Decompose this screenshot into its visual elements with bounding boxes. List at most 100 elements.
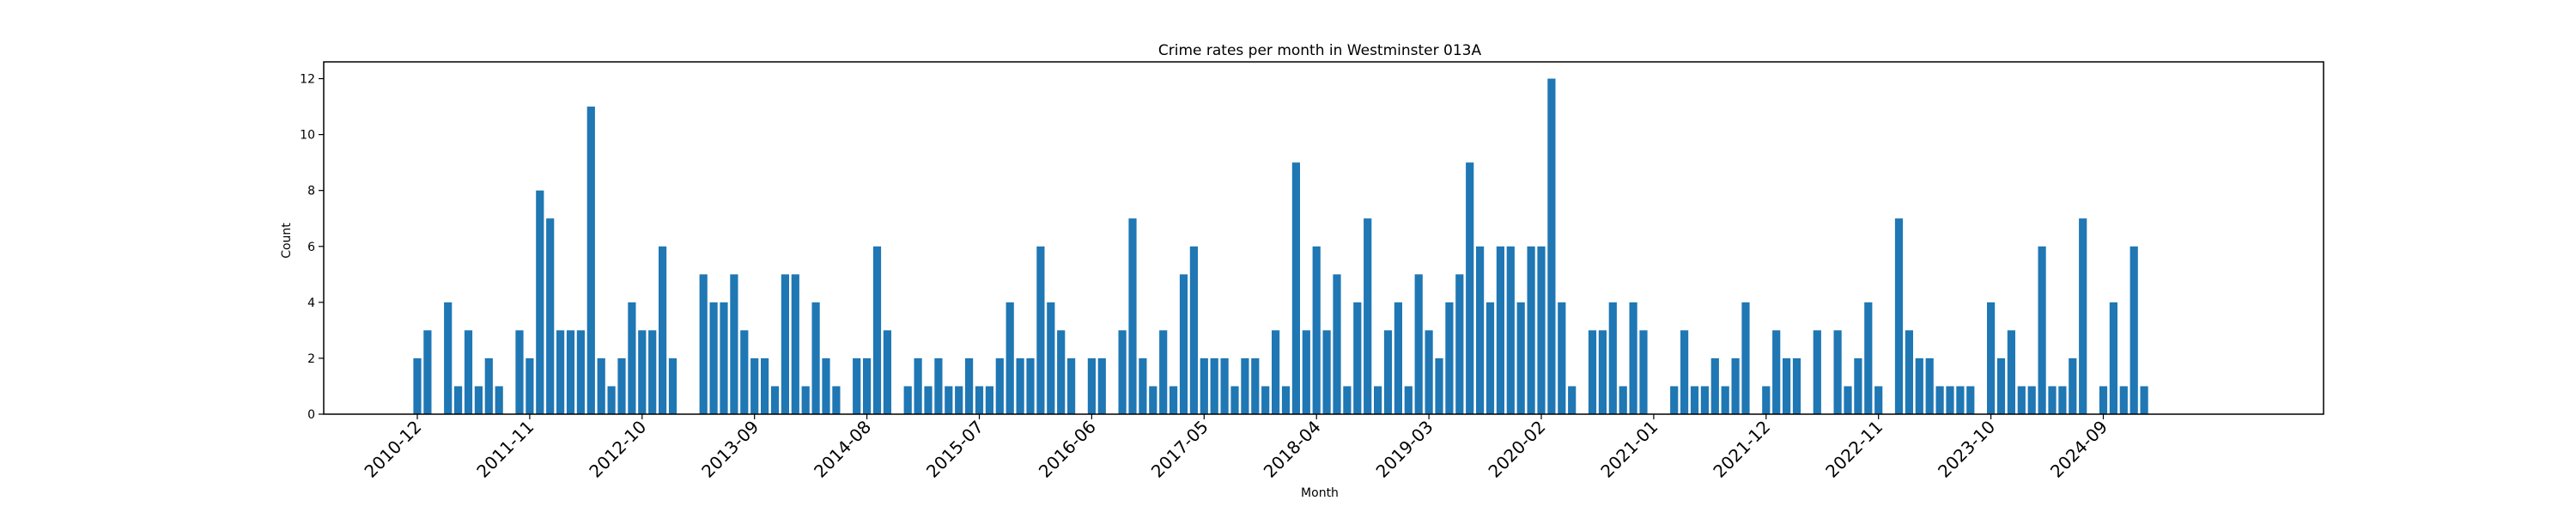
bar	[2058, 386, 2067, 414]
bar	[1005, 302, 1014, 414]
bar	[709, 302, 718, 414]
y-tick-label: 0	[307, 408, 315, 422]
bar	[423, 330, 432, 414]
bar	[761, 357, 769, 414]
bar	[1179, 274, 1188, 414]
bar	[934, 357, 943, 414]
bar	[1118, 330, 1127, 414]
bar	[1690, 386, 1699, 414]
bar	[1200, 357, 1208, 414]
bar	[1996, 357, 2006, 414]
y-axis-label: Count	[280, 223, 294, 259]
bar	[1710, 357, 1719, 414]
bar	[1833, 330, 1842, 414]
bar	[822, 357, 830, 414]
bar	[1946, 386, 1954, 414]
y-axis: 0 2 4 6 8 10 12	[300, 73, 324, 422]
bar	[975, 386, 984, 414]
bar	[2069, 357, 2077, 414]
bar	[1813, 330, 1821, 414]
bar	[1506, 246, 1515, 414]
bar	[1598, 330, 1607, 414]
bar	[668, 357, 677, 414]
bar	[1302, 330, 1310, 414]
bar	[853, 357, 861, 414]
bar	[1016, 357, 1024, 414]
bar	[444, 302, 453, 414]
bar	[1527, 246, 1535, 414]
bar	[1731, 357, 1740, 414]
bar	[526, 357, 534, 414]
y-tick-label: 12	[300, 73, 315, 87]
bar	[1966, 386, 1975, 414]
bar	[1476, 246, 1485, 414]
bar	[699, 274, 708, 414]
bar	[2099, 386, 2108, 414]
bar	[1445, 302, 1454, 414]
bar	[556, 330, 565, 414]
bar	[1925, 357, 1934, 414]
bar	[566, 330, 575, 414]
bar	[1558, 302, 1566, 414]
y-tick-label: 4	[307, 296, 315, 310]
bar	[945, 386, 953, 414]
bar	[2027, 386, 2036, 414]
bar	[2119, 386, 2128, 414]
bar	[2079, 218, 2087, 414]
bar	[2007, 330, 2015, 414]
bar	[1291, 162, 1300, 414]
bar	[903, 386, 912, 414]
bar	[1935, 386, 1944, 414]
bar	[1619, 386, 1627, 414]
bar	[965, 357, 974, 414]
bar	[1608, 302, 1617, 414]
bar	[1987, 302, 1996, 414]
bar	[1516, 302, 1525, 414]
bar	[1189, 246, 1198, 414]
bar	[1485, 302, 1495, 414]
bar	[1956, 386, 1965, 414]
bar	[955, 386, 963, 414]
bar	[1036, 246, 1045, 414]
bar	[1762, 386, 1771, 414]
bar	[1639, 330, 1648, 414]
bar	[1772, 330, 1781, 414]
bar	[515, 330, 524, 414]
bar	[872, 246, 882, 414]
x-axis-label: Month	[1301, 486, 1339, 500]
bar	[1854, 357, 1862, 414]
bar	[1241, 357, 1249, 414]
bar	[2017, 386, 2026, 414]
bar	[1680, 330, 1689, 414]
bar	[1159, 330, 1168, 414]
bar	[1220, 357, 1229, 414]
bar	[1374, 386, 1382, 414]
bar	[546, 218, 555, 414]
bar	[1404, 386, 1413, 414]
bar	[985, 386, 993, 414]
bar	[720, 302, 728, 414]
bar	[2038, 246, 2046, 414]
bar	[924, 386, 933, 414]
bar	[628, 302, 636, 414]
bar	[1905, 330, 1913, 414]
bar	[1629, 302, 1637, 414]
bar	[1792, 357, 1801, 414]
bar	[1281, 386, 1291, 414]
bar	[1537, 246, 1546, 414]
y-tick-label: 8	[307, 185, 315, 198]
bar	[832, 386, 841, 414]
bar	[659, 246, 667, 414]
bar	[995, 357, 1004, 414]
bar	[464, 330, 473, 414]
bar	[474, 386, 483, 414]
bar	[1047, 302, 1055, 414]
bar	[1272, 330, 1280, 414]
bar	[617, 357, 626, 414]
bar	[1394, 302, 1402, 414]
bar	[1170, 386, 1178, 414]
bars-group	[413, 78, 2148, 415]
bar	[1139, 357, 1147, 414]
